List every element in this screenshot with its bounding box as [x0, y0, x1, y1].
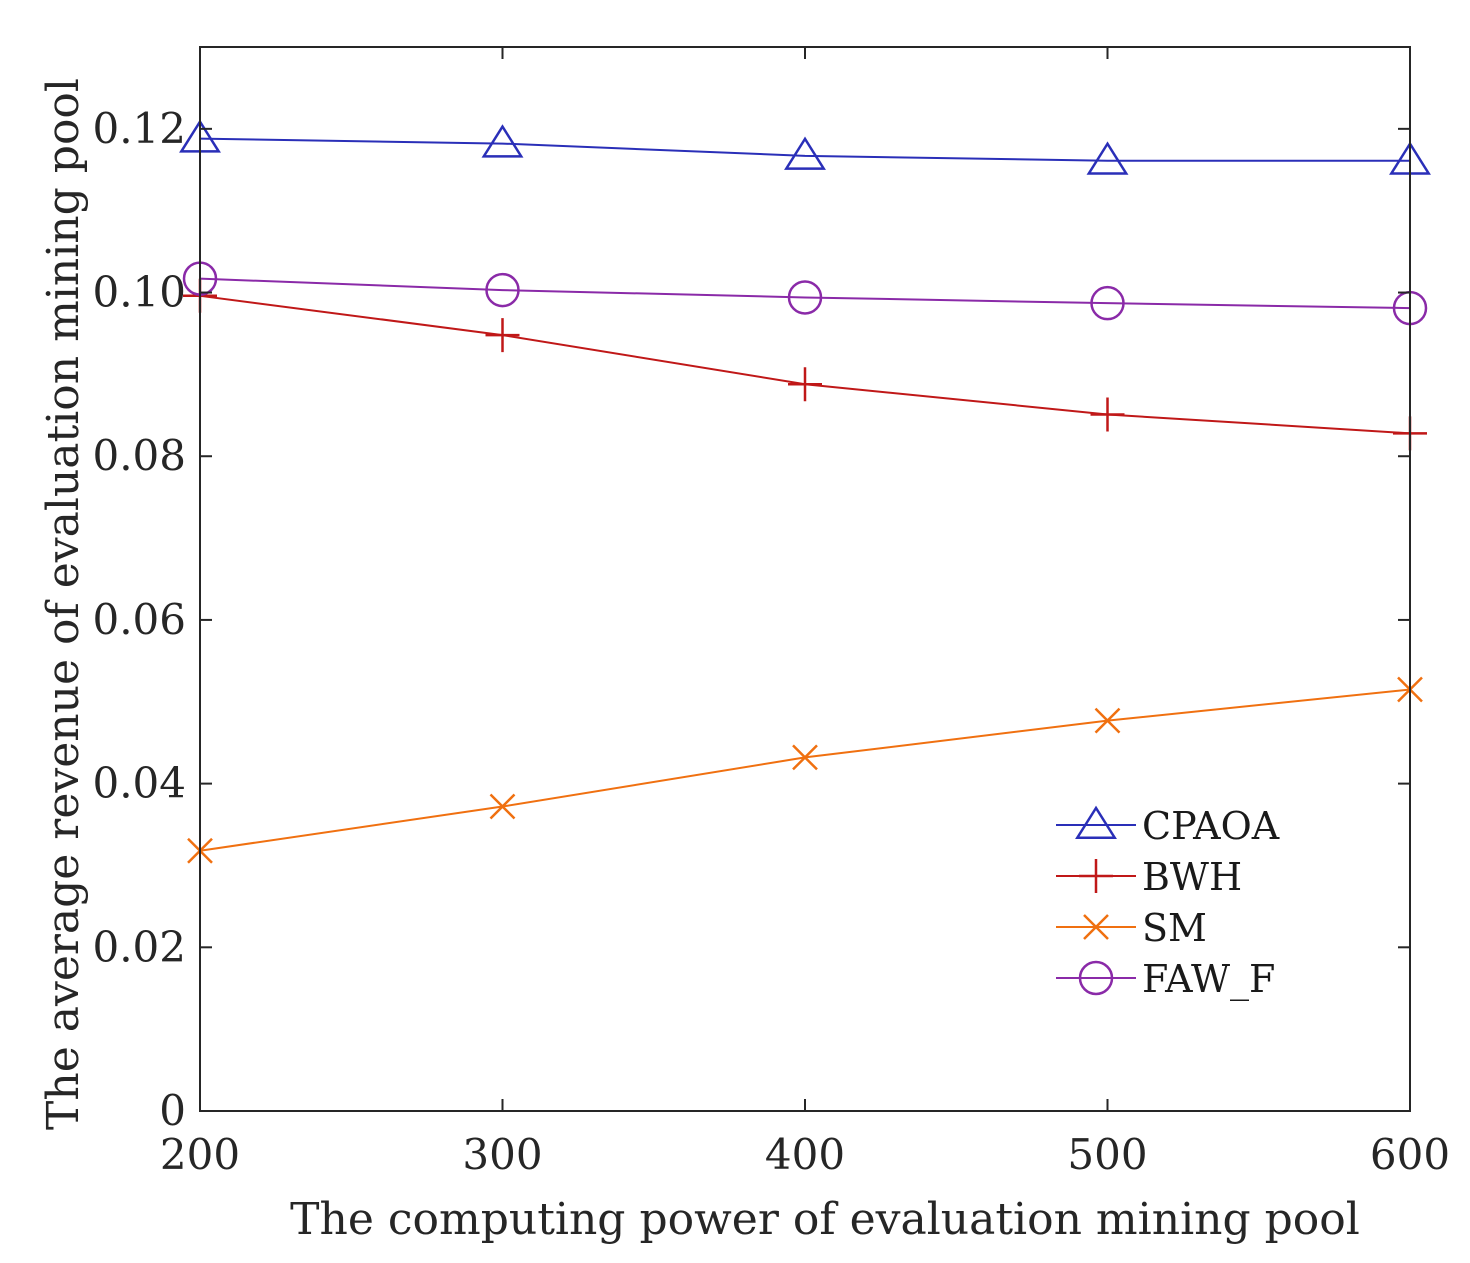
y-tick-label: 0 — [159, 1086, 186, 1135]
legend-item-faw_f: FAW_F — [1056, 957, 1275, 1002]
series-line — [199, 137, 1410, 162]
data-point — [485, 272, 520, 308]
y-tick-label: 0.04 — [92, 759, 186, 808]
y-tick-label: 0.06 — [92, 595, 186, 644]
legend-item-cpaoa: CPAOA — [1056, 804, 1280, 848]
legend: CPAOA BWH SM FAW_F — [1056, 804, 1280, 1002]
legend-marker — [1078, 960, 1114, 996]
x-tick-label: 500 — [1067, 1130, 1147, 1179]
data-point — [787, 280, 823, 315]
data-point — [788, 367, 822, 402]
data-point — [1094, 707, 1121, 734]
series-layer — [179, 119, 1431, 864]
x-tick-label: 600 — [1370, 1130, 1450, 1179]
data-point — [481, 124, 524, 158]
y-tick-label: 0.02 — [92, 922, 186, 971]
data-point — [1086, 141, 1129, 175]
legend-label: FAW_F — [1142, 957, 1275, 1002]
y-tick-label: 0.10 — [92, 268, 186, 317]
legend-marker — [1075, 805, 1117, 839]
legend-label: CPAOA — [1142, 804, 1280, 848]
series-sm — [187, 676, 1423, 864]
x-tick-label: 200 — [160, 1130, 240, 1179]
legend-item-bwh: BWH — [1056, 855, 1242, 899]
legend-label: BWH — [1142, 855, 1242, 899]
data-point — [485, 318, 520, 353]
legend-marker — [1083, 914, 1109, 940]
data-point — [784, 136, 826, 170]
data-point — [1090, 397, 1125, 432]
series-line — [199, 277, 1411, 310]
y-tick-label: 0.08 — [92, 431, 186, 480]
legend-label: SM — [1142, 906, 1207, 950]
series-bwh — [183, 278, 1427, 451]
data-point — [1090, 285, 1125, 321]
x-tick-label: 300 — [462, 1130, 542, 1179]
y-axis-title: The average revenue of evaluation mining… — [38, 78, 89, 1130]
x-axis-title: The computing power of evaluation mining… — [290, 1194, 1360, 1245]
legend-marker — [1079, 859, 1113, 893]
ticks-layer: 200 300 400 500 600 0 0.02 0.04 0.06 0.08 0.10 0.12 — [92, 47, 1450, 1179]
y-tick-label: 0.12 — [92, 104, 186, 153]
data-point — [489, 793, 516, 820]
data-point — [792, 744, 818, 771]
x-tick-label: 400 — [765, 1130, 845, 1179]
legend-item-sm: SM — [1056, 906, 1207, 950]
